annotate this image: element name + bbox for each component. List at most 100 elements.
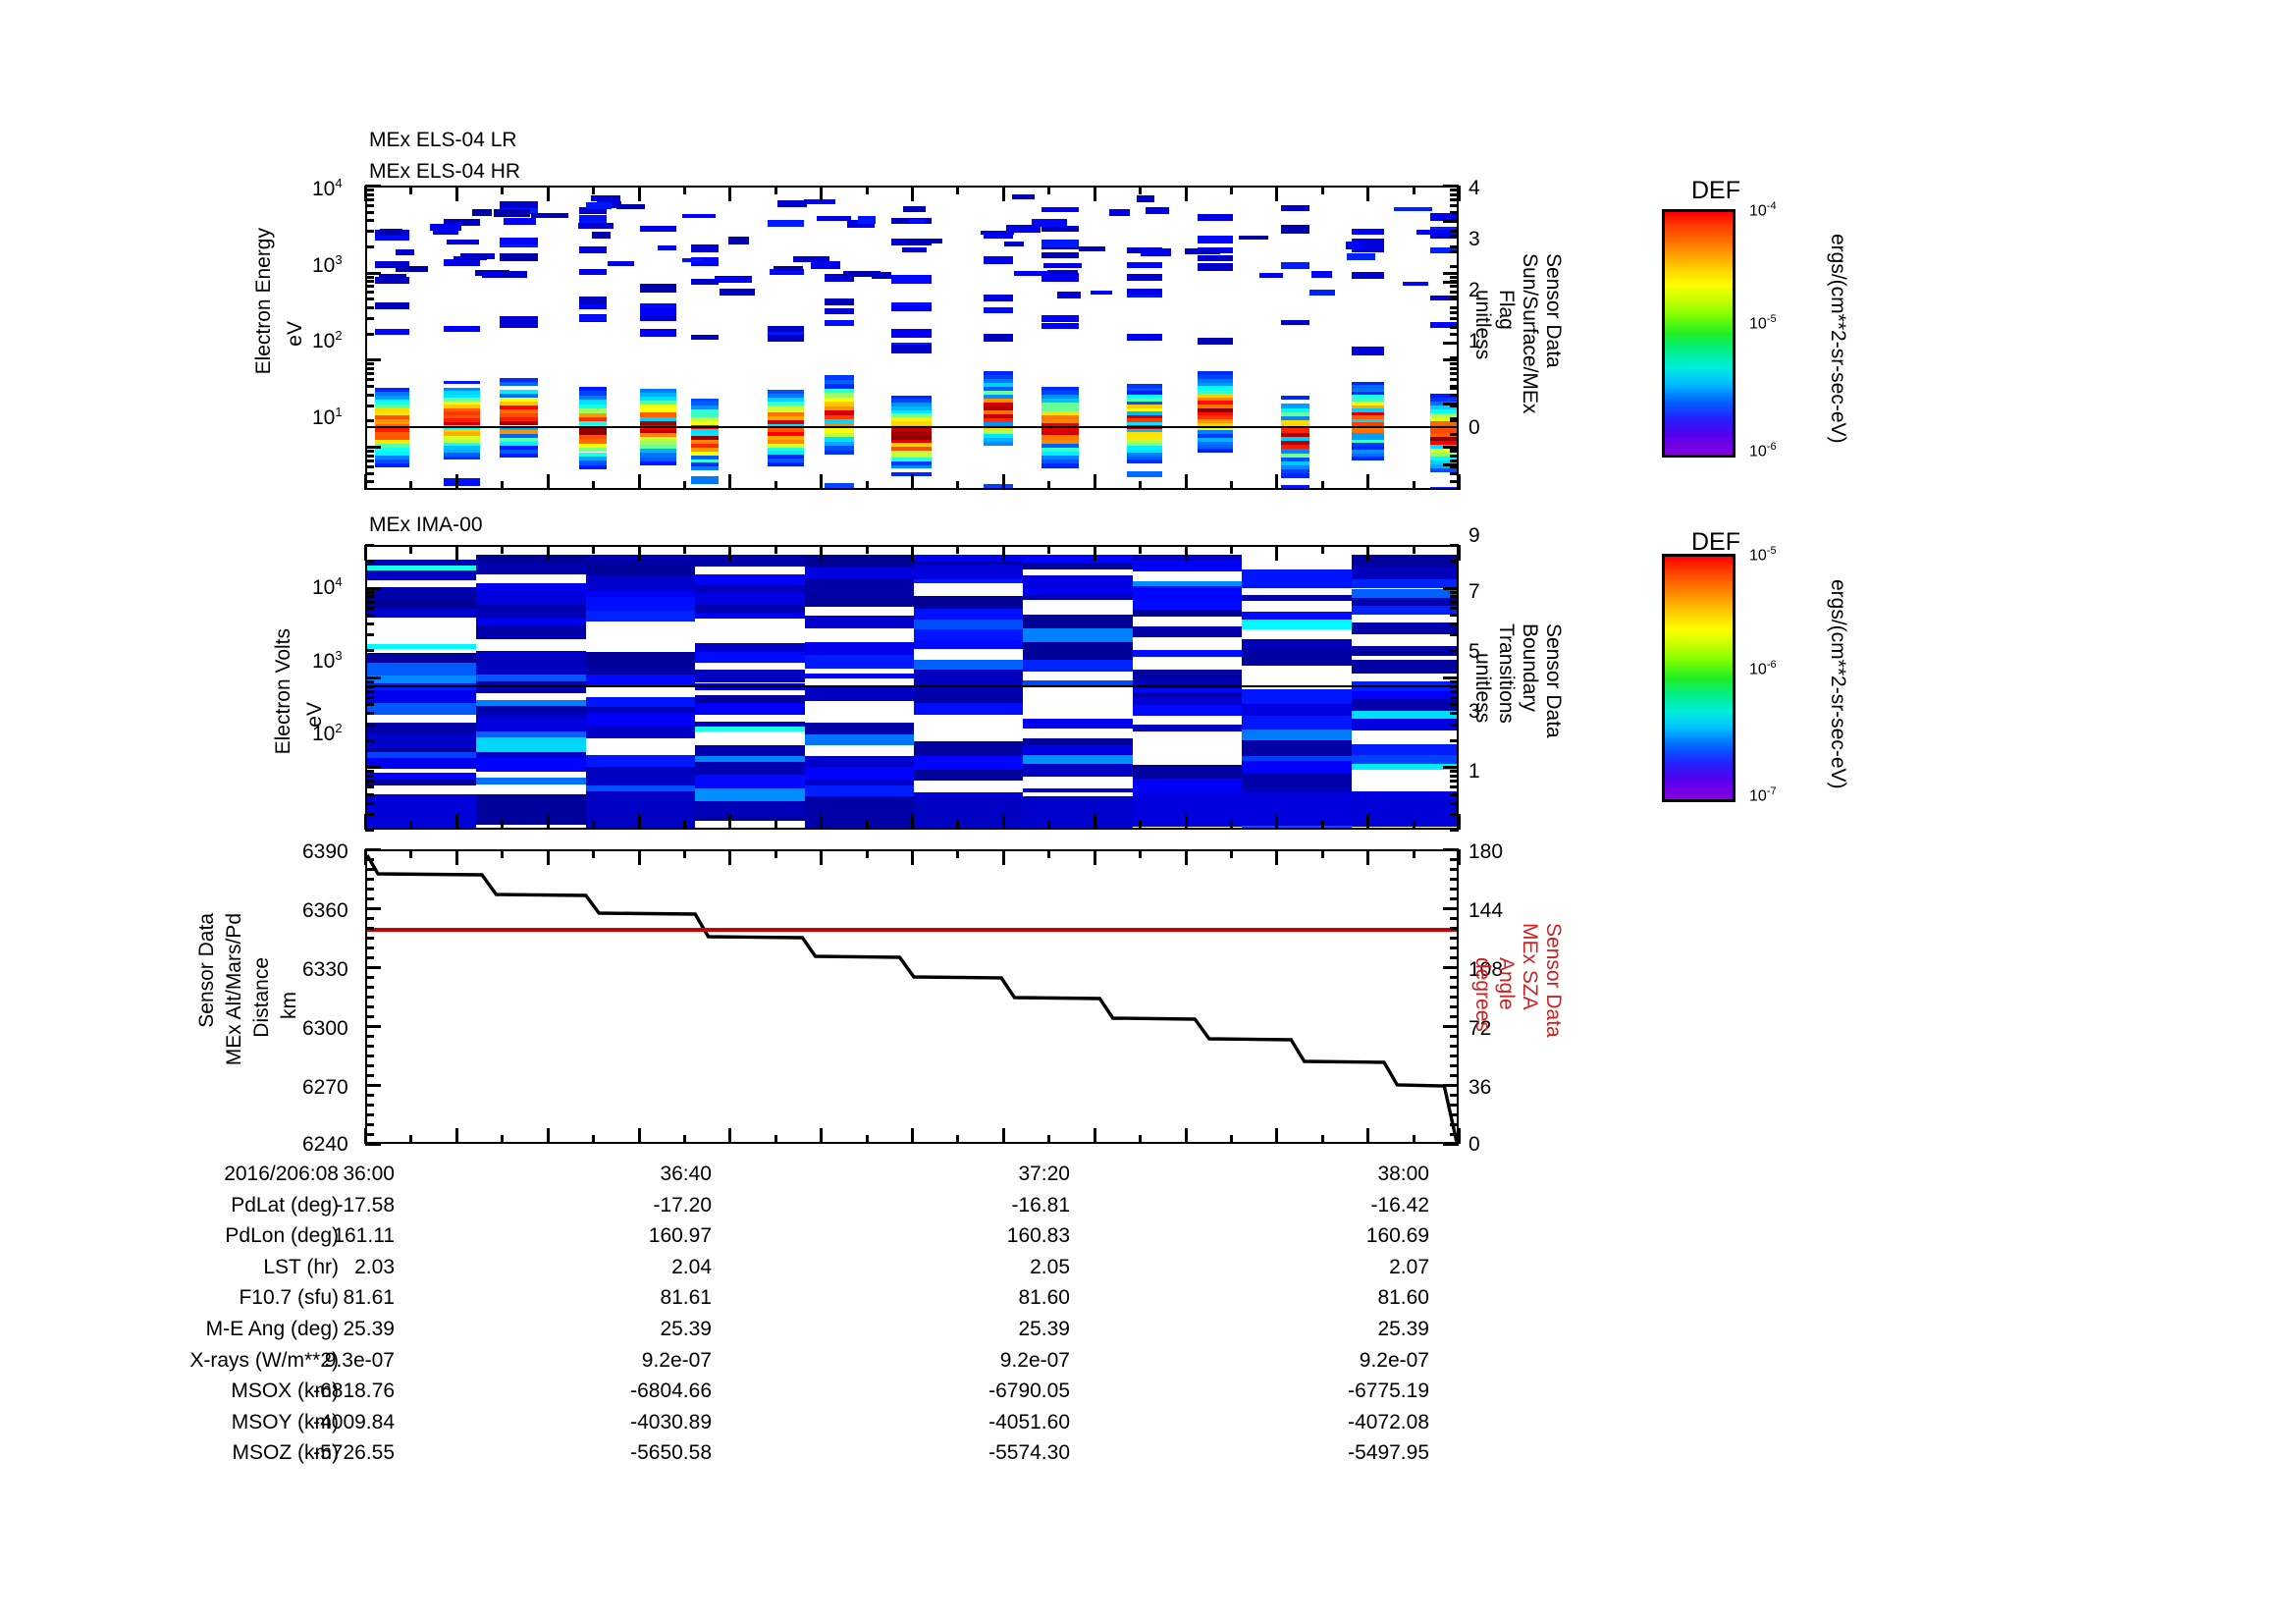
spectrogram-band [499, 320, 538, 328]
spectrogram-band [375, 329, 409, 336]
spectrogram-band [367, 773, 477, 781]
spectrogram-band [1430, 406, 1457, 410]
axis-tick [501, 1135, 505, 1144]
spectrogram-band [1041, 460, 1080, 464]
axis-tick [1450, 888, 1459, 891]
spectrogram-band [691, 257, 720, 266]
spectrogram-band [825, 406, 855, 411]
spectrogram-band [375, 400, 409, 405]
spectrogram-band [367, 569, 477, 581]
spectrogram-band [1041, 414, 1080, 419]
spectrogram-band [585, 575, 696, 582]
panel3-plot-area[interactable] [365, 849, 1459, 1144]
spectrogram-band [825, 307, 855, 315]
spectrogram-band [585, 564, 696, 576]
spectrogram-band [499, 402, 538, 406]
spectrogram-band [640, 460, 677, 465]
spectrogram-band [1023, 555, 1133, 563]
spectrogram-band [578, 421, 608, 426]
axis-tick [637, 545, 641, 561]
axis-tick [1450, 723, 1459, 727]
panel2-plot-area[interactable] [365, 545, 1459, 830]
axis-tick [1450, 291, 1459, 295]
spectrogram-band [1351, 418, 1384, 423]
spectrogram-band [640, 453, 677, 458]
panel1-raxis-label-1: Sensor Data [1542, 253, 1565, 368]
spectrogram-band [1198, 375, 1234, 379]
axis-tick [592, 821, 596, 830]
axis-tick [1458, 814, 1461, 830]
spectrogram-band [695, 815, 805, 821]
spectrogram-band [367, 586, 477, 594]
panel2-label: MEx IMA-00 [369, 514, 483, 536]
axis-tick [1320, 821, 1324, 830]
axis-tick [365, 185, 381, 188]
axis-tick [637, 1128, 641, 1144]
axis-tick [365, 622, 374, 625]
spectrogram-band [1127, 384, 1163, 388]
spectrogram-band [1351, 606, 1457, 616]
spectrogram-band [430, 223, 461, 231]
spectrogram-band [499, 316, 538, 324]
spectrogram-band [476, 657, 586, 666]
spectrogram-band [914, 659, 1024, 670]
spectrogram-band [1041, 443, 1080, 448]
spectrogram-band [1132, 704, 1243, 716]
axis-tick [774, 849, 777, 858]
spectrogram-band [984, 395, 1013, 400]
axis-tick [1047, 186, 1051, 194]
axis-tick [365, 703, 374, 707]
spectrogram-band [984, 390, 1013, 395]
spectrogram-band [640, 428, 677, 433]
axis-tick [1450, 560, 1459, 564]
spectrogram-band [890, 275, 933, 284]
axis-tick [501, 849, 505, 858]
spectrogram-band [691, 279, 720, 285]
spectrogram-band [1132, 687, 1243, 693]
spectrogram-band [691, 416, 720, 421]
axis-tick [728, 1128, 732, 1144]
spectrogram-band [615, 203, 645, 210]
axis-tick [365, 712, 374, 716]
spectrogram-band [1127, 387, 1163, 392]
spectrogram-band [768, 393, 805, 398]
axis-tick [1443, 402, 1459, 406]
colorbar2-title: DEF [1691, 528, 1740, 556]
spectrogram-band [578, 300, 608, 310]
spectrogram-band [768, 451, 805, 456]
spectrogram-band [1430, 437, 1457, 442]
spectrogram-band [1041, 314, 1080, 323]
spectrogram-band [691, 436, 720, 441]
spectrogram-band [375, 443, 409, 448]
panel3-ytick-6330: 6330 [302, 958, 348, 981]
panel1-plot-area[interactable] [365, 186, 1459, 490]
spectrogram-band [1430, 394, 1457, 399]
axis-tick [364, 186, 367, 201]
spectrogram-band [890, 304, 933, 312]
spectrogram-band [1198, 235, 1234, 243]
spectrogram-band [1041, 403, 1080, 407]
axis-tick [1450, 1045, 1459, 1048]
colorbar1[interactable] [1662, 209, 1735, 458]
axis-tick [592, 545, 596, 554]
axis-tick [365, 230, 374, 234]
axis-tick [1450, 544, 1459, 547]
axis-tick [728, 849, 732, 865]
axis-tick [365, 203, 374, 207]
spectrogram-band [804, 641, 914, 655]
spectrogram-band [1351, 660, 1457, 674]
spectrogram-band [1132, 560, 1243, 572]
axis-tick [1139, 186, 1143, 194]
spectrogram-band [768, 416, 805, 421]
spectrogram-band [914, 596, 1024, 610]
panel1-raxis-label-3: Flag [1495, 290, 1518, 330]
axis-tick [365, 291, 374, 295]
axis-tick [1450, 1055, 1459, 1057]
colorbar2[interactable] [1662, 554, 1735, 802]
axis-tick [1412, 821, 1415, 830]
spectrogram-band [902, 206, 926, 213]
spectrogram-band [1127, 442, 1163, 447]
spectrogram-band [825, 397, 855, 403]
spectrogram-band [443, 428, 481, 433]
spectrogram-band [1351, 457, 1384, 460]
